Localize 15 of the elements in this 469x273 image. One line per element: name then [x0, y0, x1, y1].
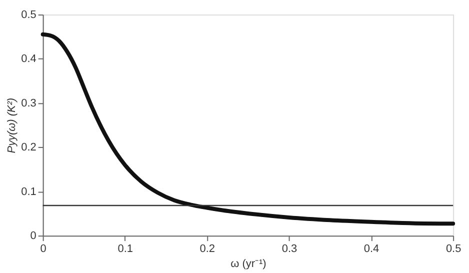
- y-tick-label: 0: [30, 230, 36, 242]
- x-tick-label: 0.3: [282, 243, 298, 256]
- y-axis-title: Pyy(ω) (K²): [6, 98, 18, 154]
- y-tick-label: 0.4: [21, 53, 36, 66]
- x-tick-label: 0.5: [446, 243, 462, 256]
- y-tick-label: 0.1: [21, 186, 36, 198]
- y-tick-label: 0.5: [21, 9, 36, 22]
- y-tick-label: 0.3: [21, 97, 36, 110]
- x-tick-label: 0.4: [364, 243, 380, 256]
- x-tick-label: 0.2: [200, 243, 216, 256]
- x-tick-label: 0.1: [118, 243, 133, 256]
- x-axis-title: ω (yr⁻¹): [230, 258, 266, 270]
- line-series: [40, 32, 456, 226]
- y-tick-label: 0.2: [21, 142, 36, 154]
- x-tick-label: 0: [40, 243, 46, 256]
